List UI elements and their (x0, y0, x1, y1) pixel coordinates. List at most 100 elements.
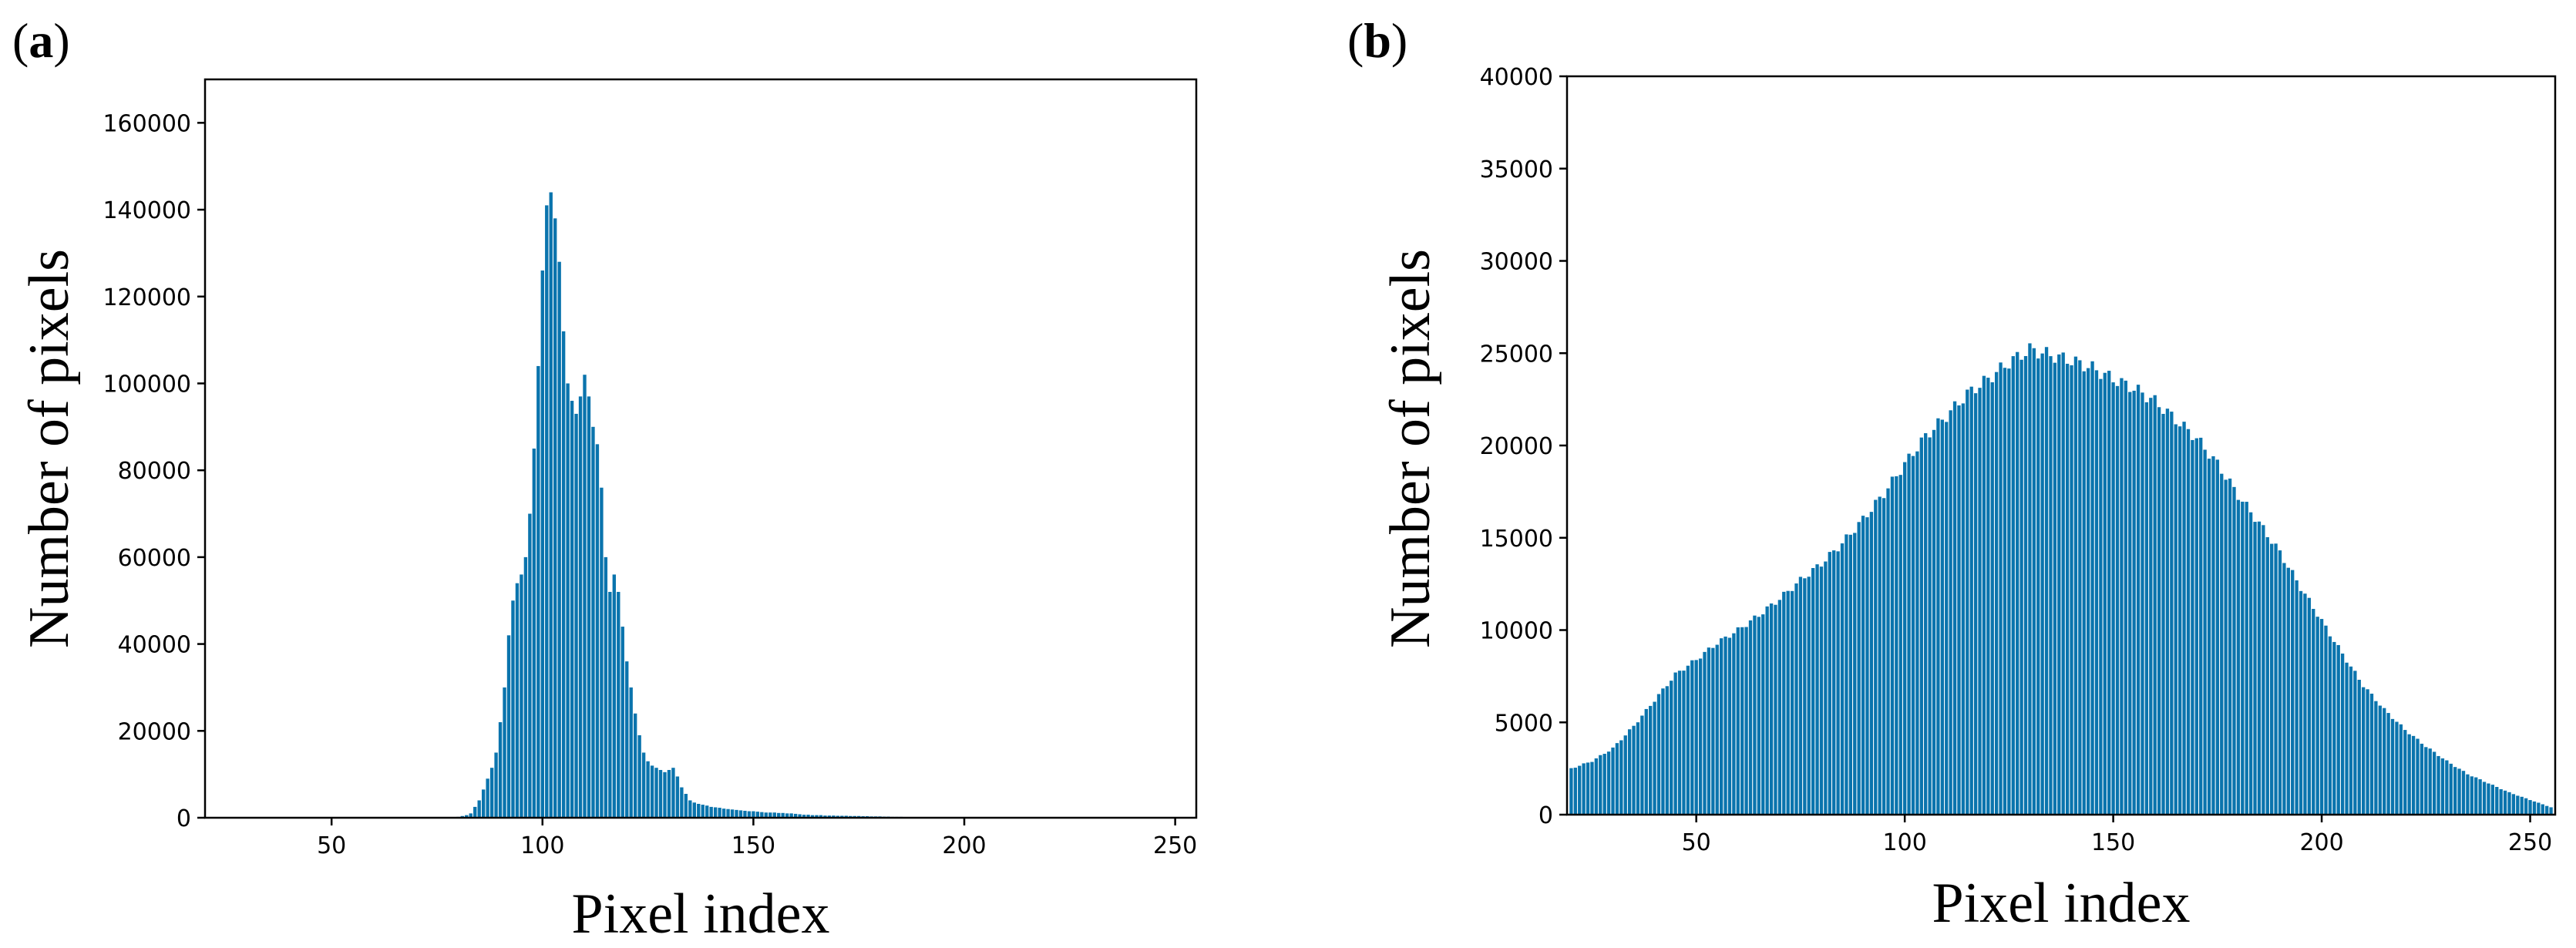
panel-b-bar (2036, 358, 2040, 815)
panel-a-bar (570, 401, 574, 818)
panel-b-bar (1782, 591, 1786, 815)
panel-b-bar (1774, 604, 1777, 815)
panel-b-bar (2303, 593, 2307, 815)
panel-a-bar (574, 413, 578, 818)
panel-a-bar (667, 770, 671, 818)
panel-b-bar (2386, 713, 2390, 815)
panel-b-x-ticks: 50 100 150 200 250 (1682, 815, 2552, 856)
panel-b-bar (1732, 633, 1736, 815)
panel-b-bar (1865, 517, 1869, 815)
panel-b-bar (2207, 459, 2211, 815)
panel-a-y-axis-title: Number of pixels (18, 249, 81, 648)
panel-b-bar (2073, 356, 2078, 815)
panel-b-bar (2232, 486, 2236, 815)
panel-a-x-tick-label: 100 (520, 832, 564, 859)
panel-b-bar (2315, 617, 2319, 815)
panel-a-bar (591, 426, 595, 818)
panel-a-bar (595, 444, 600, 818)
panel-a-y-tick-label: 140000 (103, 197, 191, 224)
panel-b-bar (1890, 476, 1895, 815)
panel-b-bar (1911, 456, 1915, 815)
panel-b-bar (1670, 681, 1673, 815)
panel-b-bar (2299, 590, 2303, 815)
panel-a-bar (688, 800, 692, 818)
panel-b-bar (1715, 644, 1719, 815)
panel-b-bar (2328, 636, 2332, 815)
panel-b-bar (2087, 368, 2090, 815)
panel-b-bar (2040, 353, 2044, 815)
panel-a-bar (511, 600, 515, 818)
panel-b-x-tick-label: 50 (1682, 829, 1711, 856)
panel-a-bar (738, 810, 743, 818)
panel-a-bar (772, 812, 776, 818)
panel-a-bar (641, 752, 646, 818)
panel-a-bar (680, 787, 684, 818)
panel-b-bar (1690, 660, 1694, 815)
panel-b-bar (1845, 534, 1848, 815)
panel-b-bar (2511, 794, 2516, 815)
panel-b-bar (1924, 433, 1928, 815)
panel-b-bar (1978, 388, 1982, 815)
panel-b-bar (2165, 408, 2170, 815)
panel-b-bar (1757, 617, 1760, 815)
panel-b-bar (2274, 543, 2278, 815)
panel-b-bar (2011, 356, 2015, 815)
panel-a-y-tick-label: 40000 (118, 632, 191, 659)
panel-a-bar (506, 635, 511, 818)
panel-a-bar (469, 813, 472, 818)
panel-a-bar (735, 809, 738, 818)
panel-a-bar (545, 205, 549, 818)
panel-b-bar (1886, 488, 1890, 815)
panel-a-bar (608, 591, 612, 818)
panel-a-bar (832, 815, 836, 818)
panel-b-bar (2340, 653, 2345, 815)
panel-b-bar (2374, 701, 2378, 815)
panel-b-bar (2478, 779, 2482, 815)
panel-b-bar (1999, 362, 2003, 815)
panel-a-bar (532, 449, 536, 818)
panel-b-bar (1698, 658, 1703, 815)
panel-b-bar (2383, 708, 2386, 815)
panel-b-bar (2507, 792, 2511, 815)
panel-b-bar (1857, 522, 1861, 815)
panel-b-bar (2428, 748, 2432, 815)
panel-b-bar (2211, 456, 2215, 815)
panel-b-bar (1848, 534, 1852, 815)
panel-b-bar (2319, 619, 2324, 815)
panel-a-x-tick-label: 250 (1153, 832, 1197, 859)
panel-b-bar (1619, 740, 1623, 815)
panel-b-bar (1653, 701, 1656, 815)
panel-b-bar (2270, 543, 2274, 815)
panel-b-bar (2186, 429, 2191, 815)
panel-b-bar (1811, 568, 1815, 815)
panel-a-bar (781, 812, 785, 818)
panel-b-bar (2094, 370, 2099, 815)
panel-b-bar (1832, 550, 1836, 815)
panel-b-bar (2286, 567, 2290, 815)
panel-a-bar (675, 776, 680, 818)
panel-b-bar (2124, 380, 2128, 815)
panel-a-bar (789, 813, 793, 818)
panel-b-bar (2366, 689, 2369, 815)
panel-b-y-tick-label: 20000 (1480, 433, 1553, 460)
panel-b-bar (1703, 651, 1707, 815)
panel-b-x-axis-title: Pixel index (1932, 872, 2190, 935)
panel-b-bar (2453, 767, 2457, 815)
panel-b-bar (2312, 609, 2315, 815)
panel-b-bar (2265, 536, 2269, 815)
panel-b-bar (2215, 459, 2220, 815)
panel-a-bar (494, 752, 498, 818)
panel-a-bar (465, 815, 469, 818)
panel-b-bar (2282, 563, 2286, 815)
panel-b-bar (1936, 418, 1940, 815)
panel-a-bar (658, 770, 663, 818)
panel-b-bar (1586, 762, 1590, 815)
panel-a-y-tick-label: 20000 (118, 718, 191, 745)
panel-a-bar (633, 713, 637, 818)
panel-b-y-tick-label: 25000 (1480, 341, 1553, 368)
panel-b-bar (1786, 590, 1790, 815)
histogram-panel-b: (b) 50 100 150 200 250 0 5000 10000 15000 20000 2… (1347, 13, 2557, 935)
panel-a-bar (650, 765, 654, 818)
panel-a-bar (620, 627, 624, 818)
panel-b-bar (2545, 805, 2549, 815)
